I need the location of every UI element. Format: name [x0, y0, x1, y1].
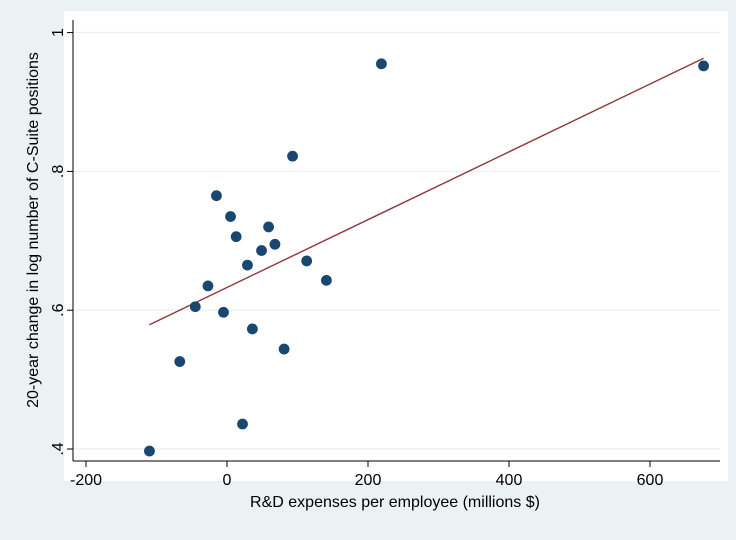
- data-point: [237, 418, 248, 430]
- x-axis-label: R&D expenses per employee (millions $): [250, 494, 540, 511]
- data-point: [189, 301, 201, 313]
- data-point: [144, 445, 155, 457]
- data-point: [269, 238, 281, 250]
- data-point: [698, 60, 709, 72]
- y-tick-label: .8: [50, 165, 67, 178]
- data-point: [218, 306, 229, 318]
- data-point: [287, 150, 298, 162]
- x-tick-label: 0: [223, 472, 232, 489]
- data-points: [144, 58, 709, 457]
- data-point: [242, 259, 253, 271]
- x-tick-label: -200: [70, 472, 102, 489]
- data-point: [278, 343, 290, 355]
- x-tick-label: 400: [496, 472, 523, 489]
- data-point: [263, 221, 274, 233]
- fitted-line: [149, 57, 704, 326]
- x-tick-label: 200: [355, 472, 382, 489]
- data-point: [301, 255, 313, 267]
- data-point: [211, 190, 222, 202]
- axes: .4 .6 .8 1 -200 0 200 400 600: [50, 20, 720, 489]
- data-point: [174, 356, 186, 367]
- plot-area: [64, 11, 728, 481]
- y-axis-label: 20-year change in log number of C-Suite …: [25, 52, 42, 408]
- y-tick-label: .6: [50, 303, 67, 316]
- y-tick-label: 1: [50, 28, 67, 37]
- data-point: [321, 274, 332, 286]
- x-tick-label: 600: [637, 472, 664, 489]
- fit-line-group: [149, 57, 704, 326]
- data-point: [225, 211, 236, 222]
- data-point: [230, 231, 242, 243]
- data-point: [246, 323, 258, 335]
- data-point: [256, 245, 267, 256]
- data-point: [202, 280, 214, 292]
- y-tick-label: .4: [50, 442, 67, 455]
- data-point: [375, 58, 387, 70]
